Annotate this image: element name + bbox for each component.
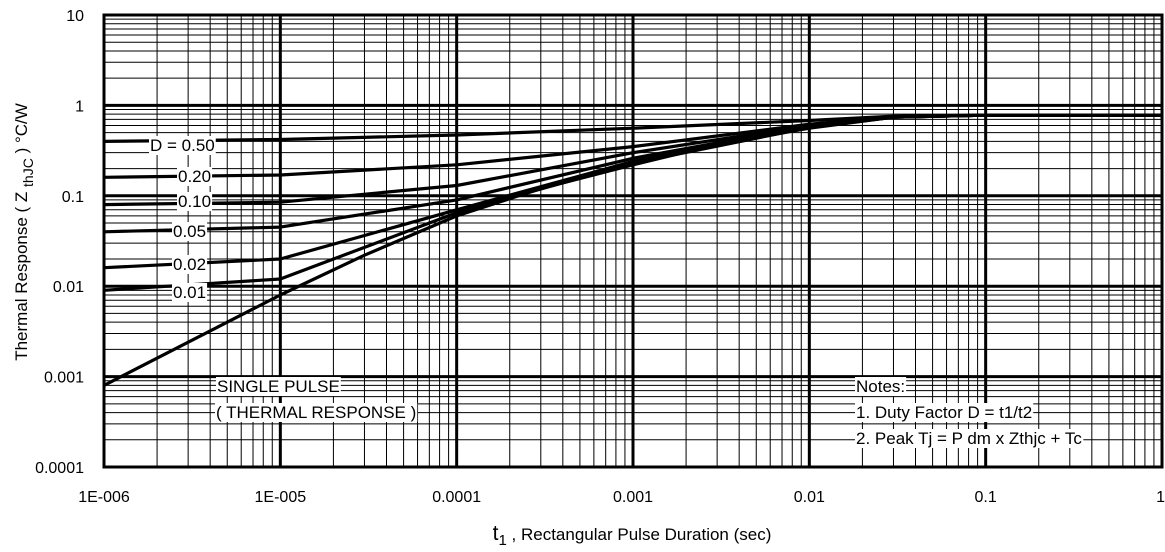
curve-label: D = 0.50 bbox=[150, 136, 215, 155]
curve-label: 0.05 bbox=[173, 222, 206, 241]
curves bbox=[103, 113, 1162, 387]
single-pulse-label: SINGLE PULSE bbox=[217, 377, 340, 396]
curve-label-bg bbox=[149, 136, 216, 155]
curve-label: 0.10 bbox=[178, 192, 211, 211]
x-tick-label: 1E-005 bbox=[255, 489, 307, 506]
major-grid bbox=[102, 13, 1164, 469]
series-line-7 bbox=[103, 113, 1162, 387]
single-pulse-label-bg bbox=[215, 403, 418, 422]
x-tick-label: 0.001 bbox=[613, 489, 653, 506]
curve-label: 0.02 bbox=[173, 255, 206, 274]
y-axis-title: Thermal Response ( Z thJC ) °C/W bbox=[12, 103, 36, 361]
curve-label: 0.01 bbox=[173, 283, 206, 302]
y-tick-label: 0.0001 bbox=[35, 460, 84, 477]
x-tick-label: 0.01 bbox=[794, 489, 825, 506]
x-axis-title: t1 , Rectangular Pulse Duration (sec) bbox=[493, 522, 772, 549]
y-tick-labels: 10 1 0.1 0.01 0.001 0.0001 bbox=[35, 8, 84, 477]
x-tick-label: 0.0001 bbox=[432, 489, 481, 506]
note-line-bg bbox=[855, 377, 907, 396]
y-tick-label: 1 bbox=[75, 98, 84, 115]
curve-label-bg bbox=[177, 167, 213, 186]
y-tick-label: 0.1 bbox=[62, 189, 84, 206]
chart-labels: D = 0.50 0.20 0.10 0.05 0.02 0.01 SINGLE PULSE… bbox=[149, 136, 1084, 448]
x-tick-label: 1E-006 bbox=[78, 489, 130, 506]
curve-label-bg bbox=[172, 255, 208, 274]
curve-label: 0.20 bbox=[178, 167, 211, 186]
y-tick-label: 0.001 bbox=[44, 370, 84, 387]
x-tick-label: 1 bbox=[1156, 489, 1165, 506]
note-line: 1. Duty Factor D = t1/t2 bbox=[856, 403, 1032, 422]
curve-label-bg bbox=[172, 283, 208, 302]
y-tick-label: 0.01 bbox=[53, 279, 84, 296]
note-line-bg bbox=[855, 403, 1034, 422]
x-tick-label: 0.1 bbox=[975, 489, 997, 506]
note-line: 2. Peak Tj = P dm x Zthjc + Tc bbox=[856, 429, 1082, 448]
x-tick-labels: 1E-006 1E-005 0.0001 0.001 0.01 0.1 1 bbox=[78, 489, 1165, 506]
single-pulse-label-bg bbox=[216, 377, 341, 396]
note-line-bg bbox=[855, 429, 1084, 448]
plot-frame bbox=[102, 13, 1164, 469]
curve-label-bg bbox=[172, 222, 208, 241]
curve-label-bg bbox=[177, 192, 213, 211]
single-pulse-label: ( THERMAL RESPONSE ) bbox=[216, 403, 416, 422]
y-tick-label: 10 bbox=[66, 8, 84, 25]
note-line: Notes: bbox=[856, 377, 905, 396]
